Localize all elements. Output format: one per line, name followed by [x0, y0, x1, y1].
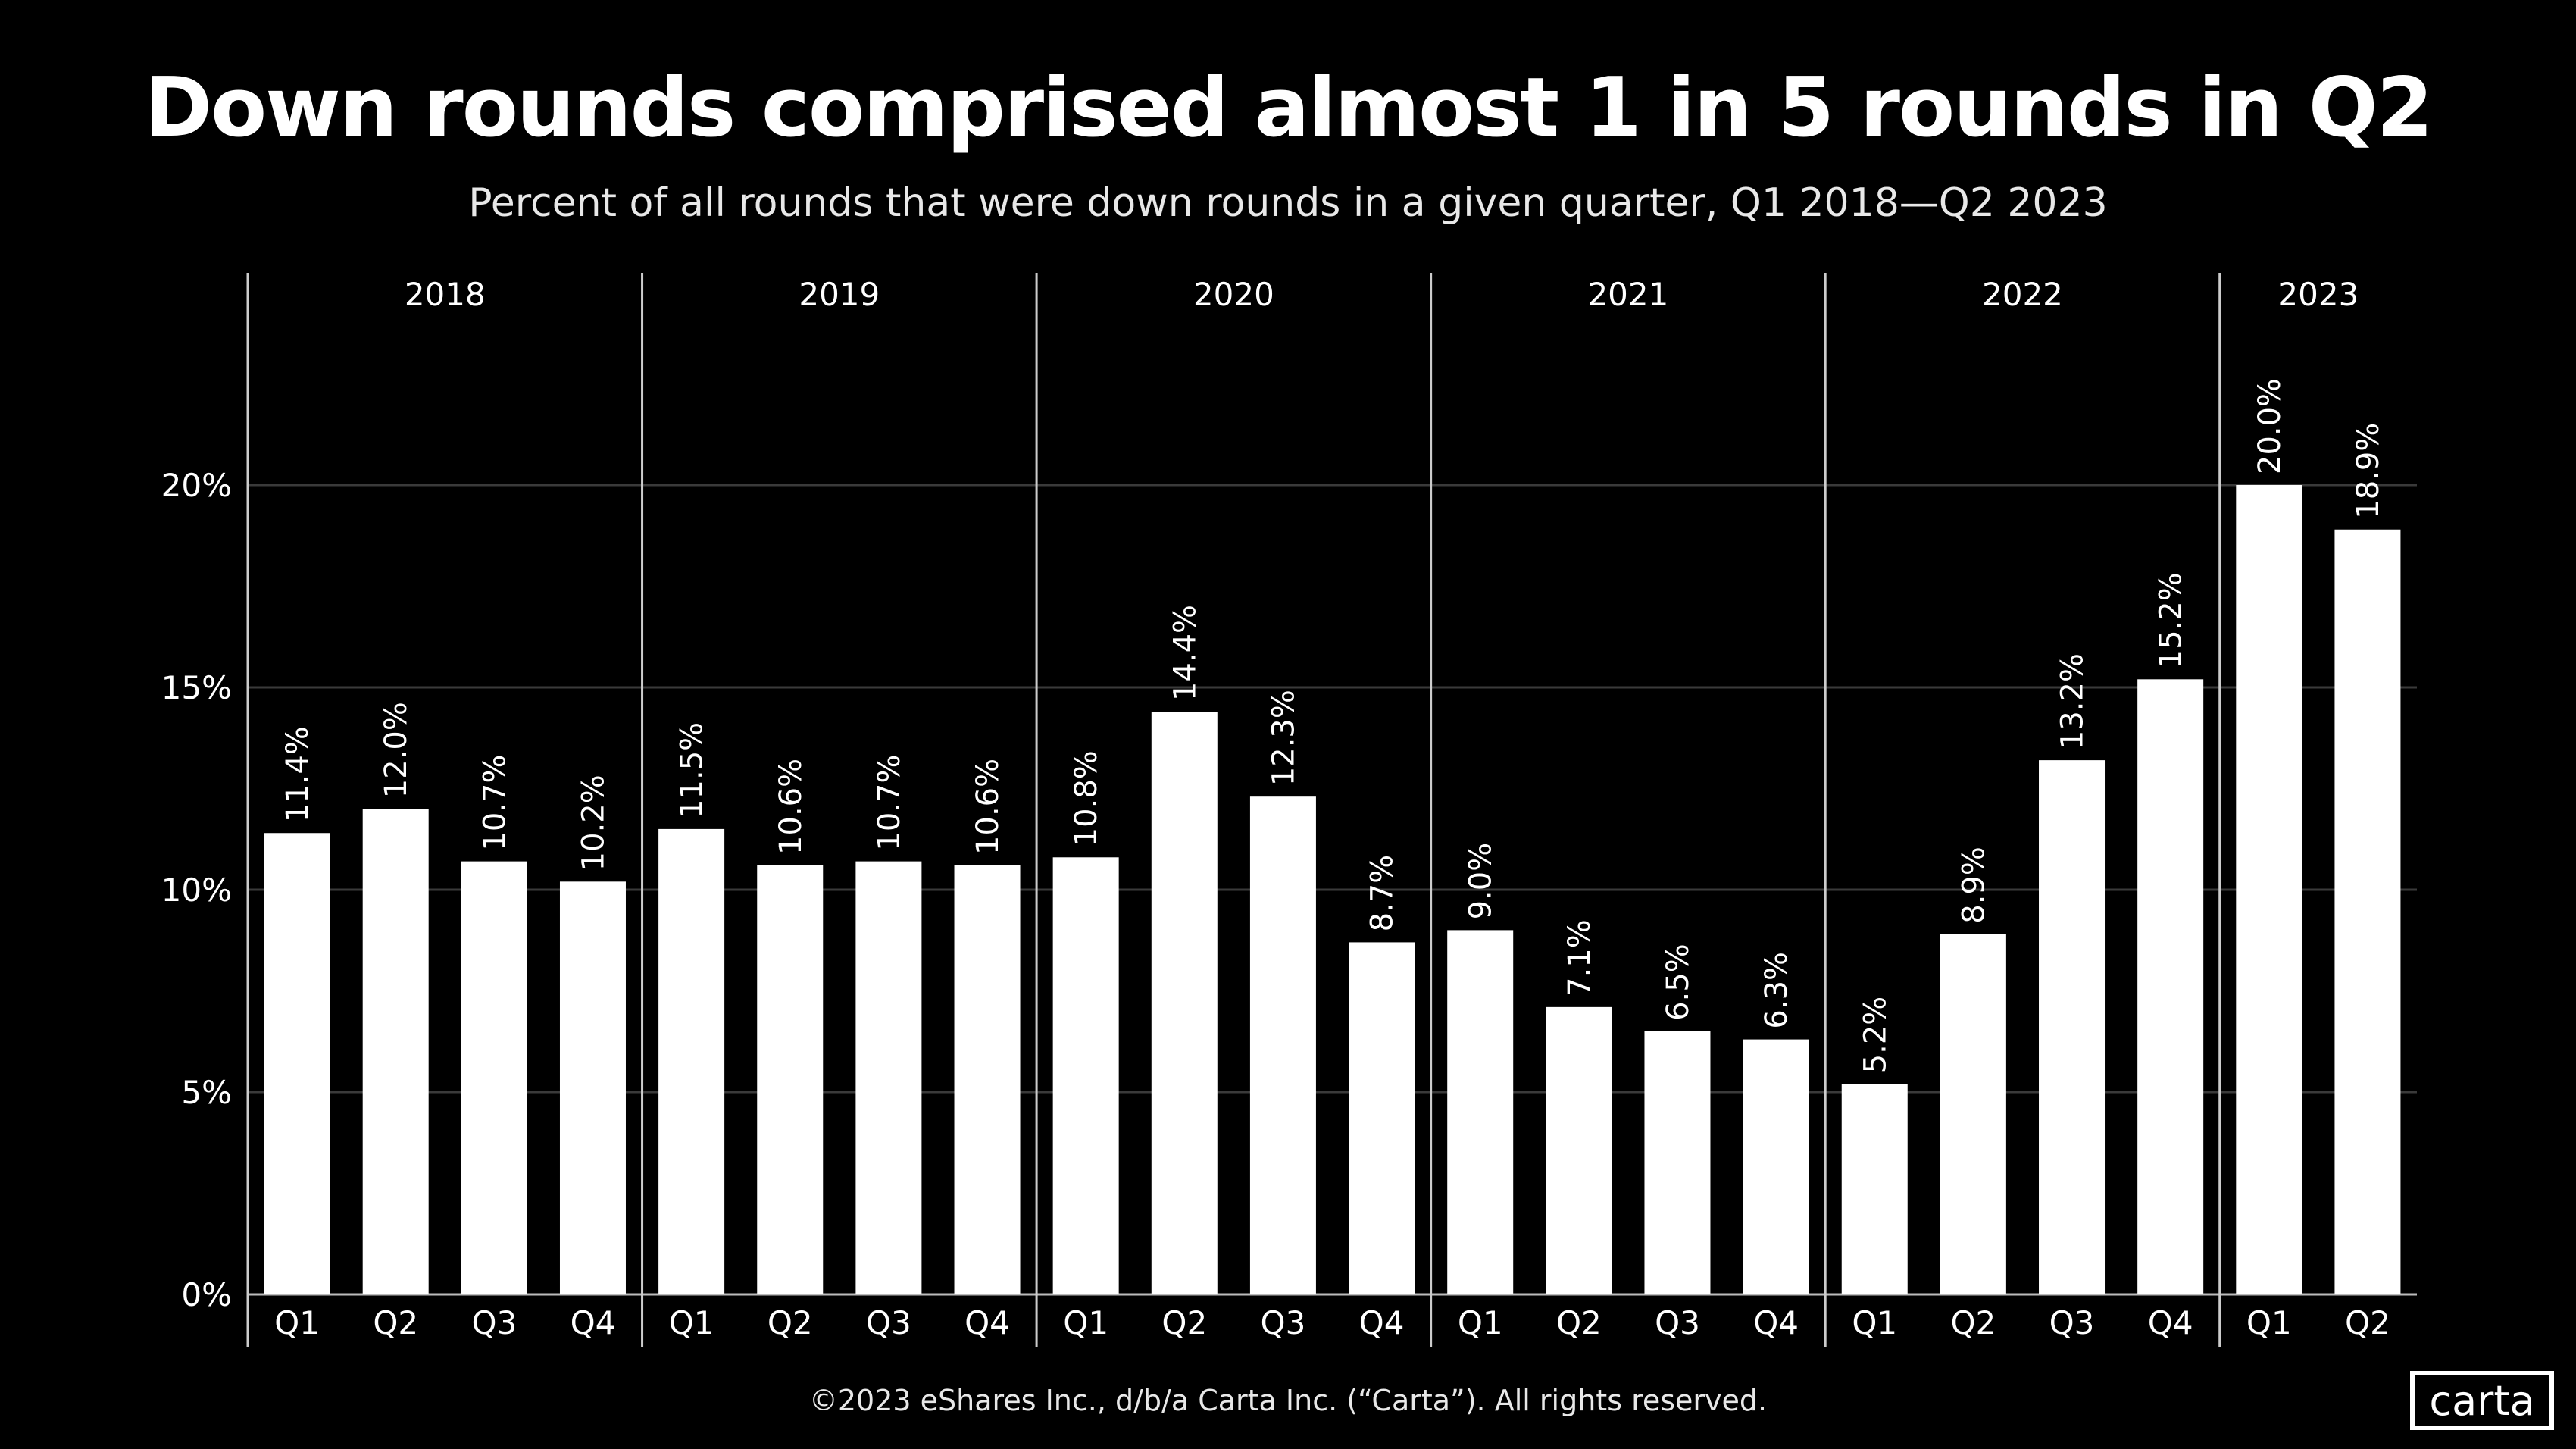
data-label: 7.1% — [1562, 919, 1597, 997]
bar — [855, 861, 922, 1294]
data-label: 10.6% — [971, 759, 1005, 855]
bar — [264, 833, 330, 1294]
quarter-label: Q1 — [669, 1304, 714, 1341]
quarter-label: Q1 — [1458, 1304, 1503, 1341]
bar — [1841, 1084, 1908, 1294]
data-label: 6.5% — [1661, 944, 1696, 1021]
y-tick-label: 0% — [181, 1276, 232, 1313]
bar — [559, 881, 626, 1294]
quarter-label: Q2 — [1950, 1304, 1996, 1341]
y-tick-label: 20% — [161, 467, 232, 504]
quarter-label: Q1 — [1063, 1304, 1108, 1341]
data-label: 8.9% — [1956, 847, 1991, 924]
bar — [362, 809, 429, 1294]
data-label: 18.9% — [2351, 423, 2386, 519]
data-label: 10.6% — [774, 759, 808, 855]
data-label: 11.4% — [280, 726, 315, 822]
bar — [1052, 857, 1119, 1294]
data-label: 10.7% — [872, 755, 907, 851]
quarter-label: Q1 — [2246, 1304, 2292, 1341]
logo-text: carta — [2429, 1376, 2535, 1425]
bar — [1349, 942, 1415, 1294]
quarter-label: Q3 — [1261, 1304, 1306, 1341]
quarter-label: Q3 — [1655, 1304, 1700, 1341]
bar — [2137, 679, 2204, 1294]
data-label: 15.2% — [2154, 572, 2189, 668]
quarter-label: Q2 — [373, 1304, 418, 1341]
bar — [757, 865, 824, 1294]
quarter-label: Q1 — [274, 1304, 320, 1341]
year-label: 2023 — [2277, 276, 2359, 313]
quarter-label: Q4 — [571, 1304, 616, 1341]
quarter-label: Q4 — [1359, 1304, 1405, 1341]
bar — [658, 828, 725, 1294]
data-label: 12.3% — [1266, 690, 1301, 786]
bar — [1447, 930, 1514, 1294]
data-label: 11.5% — [675, 722, 710, 818]
bar — [2236, 485, 2302, 1294]
bar — [461, 861, 527, 1294]
quarter-label: Q4 — [2148, 1304, 2193, 1341]
chart-title: Down rounds comprised almost 1 in 5 roun… — [144, 61, 2433, 155]
quarter-label: Q4 — [964, 1304, 1010, 1341]
bar — [1940, 934, 2006, 1294]
bar — [1743, 1039, 1809, 1294]
data-label: 13.2% — [2055, 653, 2090, 750]
quarter-label: Q2 — [767, 1304, 813, 1341]
data-label: 10.2% — [576, 775, 611, 871]
year-label: 2022 — [1982, 276, 2063, 313]
chart-subtitle: Percent of all rounds that were down rou… — [468, 180, 2108, 226]
data-label: 20.0% — [2252, 378, 2287, 474]
quarter-label: Q3 — [471, 1304, 517, 1341]
quarter-label: Q3 — [2049, 1304, 2095, 1341]
quarter-label: Q2 — [1161, 1304, 1207, 1341]
year-label: 2020 — [1193, 276, 1274, 313]
year-label: 2018 — [405, 276, 486, 313]
quarter-label: Q4 — [1753, 1304, 1799, 1341]
quarter-label: Q1 — [1852, 1304, 1897, 1341]
data-label: 10.8% — [1069, 750, 1104, 847]
data-label: 10.7% — [477, 755, 512, 851]
bar — [2334, 529, 2401, 1294]
bar — [1644, 1031, 1711, 1294]
y-tick-label: 15% — [161, 669, 232, 706]
bar — [954, 865, 1021, 1294]
data-label: 5.2% — [1858, 997, 1893, 1074]
copyright-footer: ©2023 eShares Inc., d/b/a Carta Inc. (“C… — [808, 1384, 1768, 1417]
data-label: 12.0% — [379, 702, 414, 798]
y-tick-label: 5% — [181, 1074, 232, 1111]
quarter-label: Q2 — [2345, 1304, 2390, 1341]
data-label: 8.7% — [1365, 855, 1400, 932]
year-label: 2019 — [799, 276, 880, 313]
quarter-label: Q2 — [1556, 1304, 1602, 1341]
bar — [1249, 796, 1316, 1294]
data-label: 6.3% — [1759, 952, 1794, 1029]
bar — [1546, 1006, 1612, 1294]
bar — [1151, 712, 1218, 1294]
year-label: 2021 — [1587, 276, 1668, 313]
y-tick-label: 10% — [161, 872, 232, 909]
bar — [2039, 760, 2106, 1294]
carta-logo: carta — [2410, 1371, 2554, 1430]
data-label: 9.0% — [1464, 843, 1499, 920]
quarter-label: Q3 — [866, 1304, 911, 1341]
data-label: 14.4% — [1168, 605, 1202, 701]
